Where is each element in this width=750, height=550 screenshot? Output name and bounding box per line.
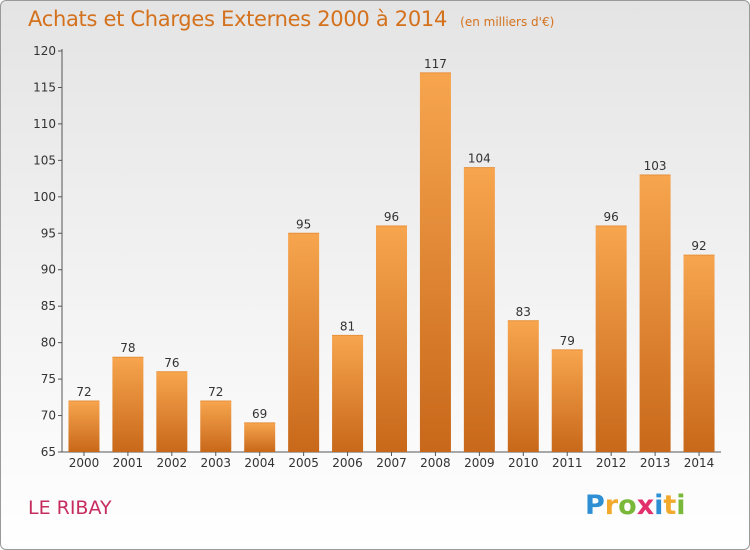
bar [332,335,364,452]
brand-letter: i [654,490,664,521]
bar-value-label: 83 [516,305,531,319]
bar-value-label: 95 [296,217,311,231]
bar [551,349,583,452]
y-tick-label: 115 [33,80,56,94]
brand-letter: r [604,490,619,521]
y-tick-label: 100 [33,190,56,204]
bar-value-label: 72 [76,385,91,399]
chart-subtitle: (en milliers d'€) [460,15,555,29]
y-tick-label: 75 [41,372,56,386]
bar [683,255,715,452]
y-axis: 65 70 75 80 85 90 95 100 105 110 115 120 [33,44,63,459]
x-tick-label: 2007 [376,456,407,470]
bar [639,174,671,453]
bar [156,371,188,452]
brand-logo: Proxiti [585,490,686,521]
brand-letter: x [636,490,655,521]
bar-value-label: 69 [252,407,267,421]
bar-value-label: 104 [468,152,491,166]
place-name: LE RIBAY [28,497,112,519]
bar [595,225,627,452]
bar [288,233,320,452]
x-tick-label: 2013 [640,456,671,470]
brand-letter: i [676,490,686,521]
x-tick-label: 2003 [200,456,231,470]
bar-value-label: 96 [384,210,399,224]
x-tick-label: 2012 [596,456,627,470]
x-tick-label: 2001 [113,456,144,470]
bar [244,422,276,452]
x-tick-label: 2006 [332,456,363,470]
y-tick-label: 95 [41,226,56,240]
x-tick-label: 2005 [288,456,319,470]
y-tick-label: 110 [33,117,56,131]
x-tick-label: 2009 [464,456,495,470]
brand-letter: t [663,490,677,521]
bar [463,167,495,452]
bar-value-label: 72 [208,385,223,399]
bar-value-label: 79 [560,334,575,348]
x-tick-label: 2000 [69,456,100,470]
x-tick-label: 2002 [157,456,188,470]
title-line: Achats et Charges Externes 2000 à 2014 (… [28,7,554,31]
x-tick-label: 2014 [684,456,715,470]
bar [376,225,407,452]
bar-value-label: 76 [164,356,179,370]
chart-title: Achats et Charges Externes 2000 à 2014 [28,7,448,31]
y-tick-label: 70 [41,409,56,423]
x-tick-label: 2011 [552,456,583,470]
y-tick-label: 105 [33,153,56,167]
bar [200,400,232,452]
x-tick-label: 2008 [420,456,451,470]
bar-value-label: 117 [424,57,447,71]
bars [68,72,715,453]
bar-value-label: 78 [120,341,135,355]
brand-letter: P [585,490,605,521]
bar [419,72,451,452]
y-tick-label: 90 [41,263,56,277]
y-tick-label: 80 [41,336,56,350]
bar-value-label: 81 [340,319,355,333]
x-tick-label: 2010 [508,456,539,470]
bar-value-label: 92 [691,239,706,253]
y-tick-label: 120 [33,44,56,58]
bar [112,357,144,452]
x-axis: 2000 2001 2002 2003 2004 2005 2006 2007 2008 2009… [62,451,721,470]
bar [68,400,100,452]
y-tick-label: 65 [41,445,56,459]
y-tick-label: 85 [41,299,56,313]
bar-value-label: 103 [644,159,667,173]
bar [507,320,539,452]
data-labels: 72 78 76 72 69 95 81 96 117 104 83 79 96 103 92 [76,57,706,421]
x-tick-label: 2004 [244,456,275,470]
bar-value-label: 96 [604,210,619,224]
brand-letter: o [618,490,637,521]
